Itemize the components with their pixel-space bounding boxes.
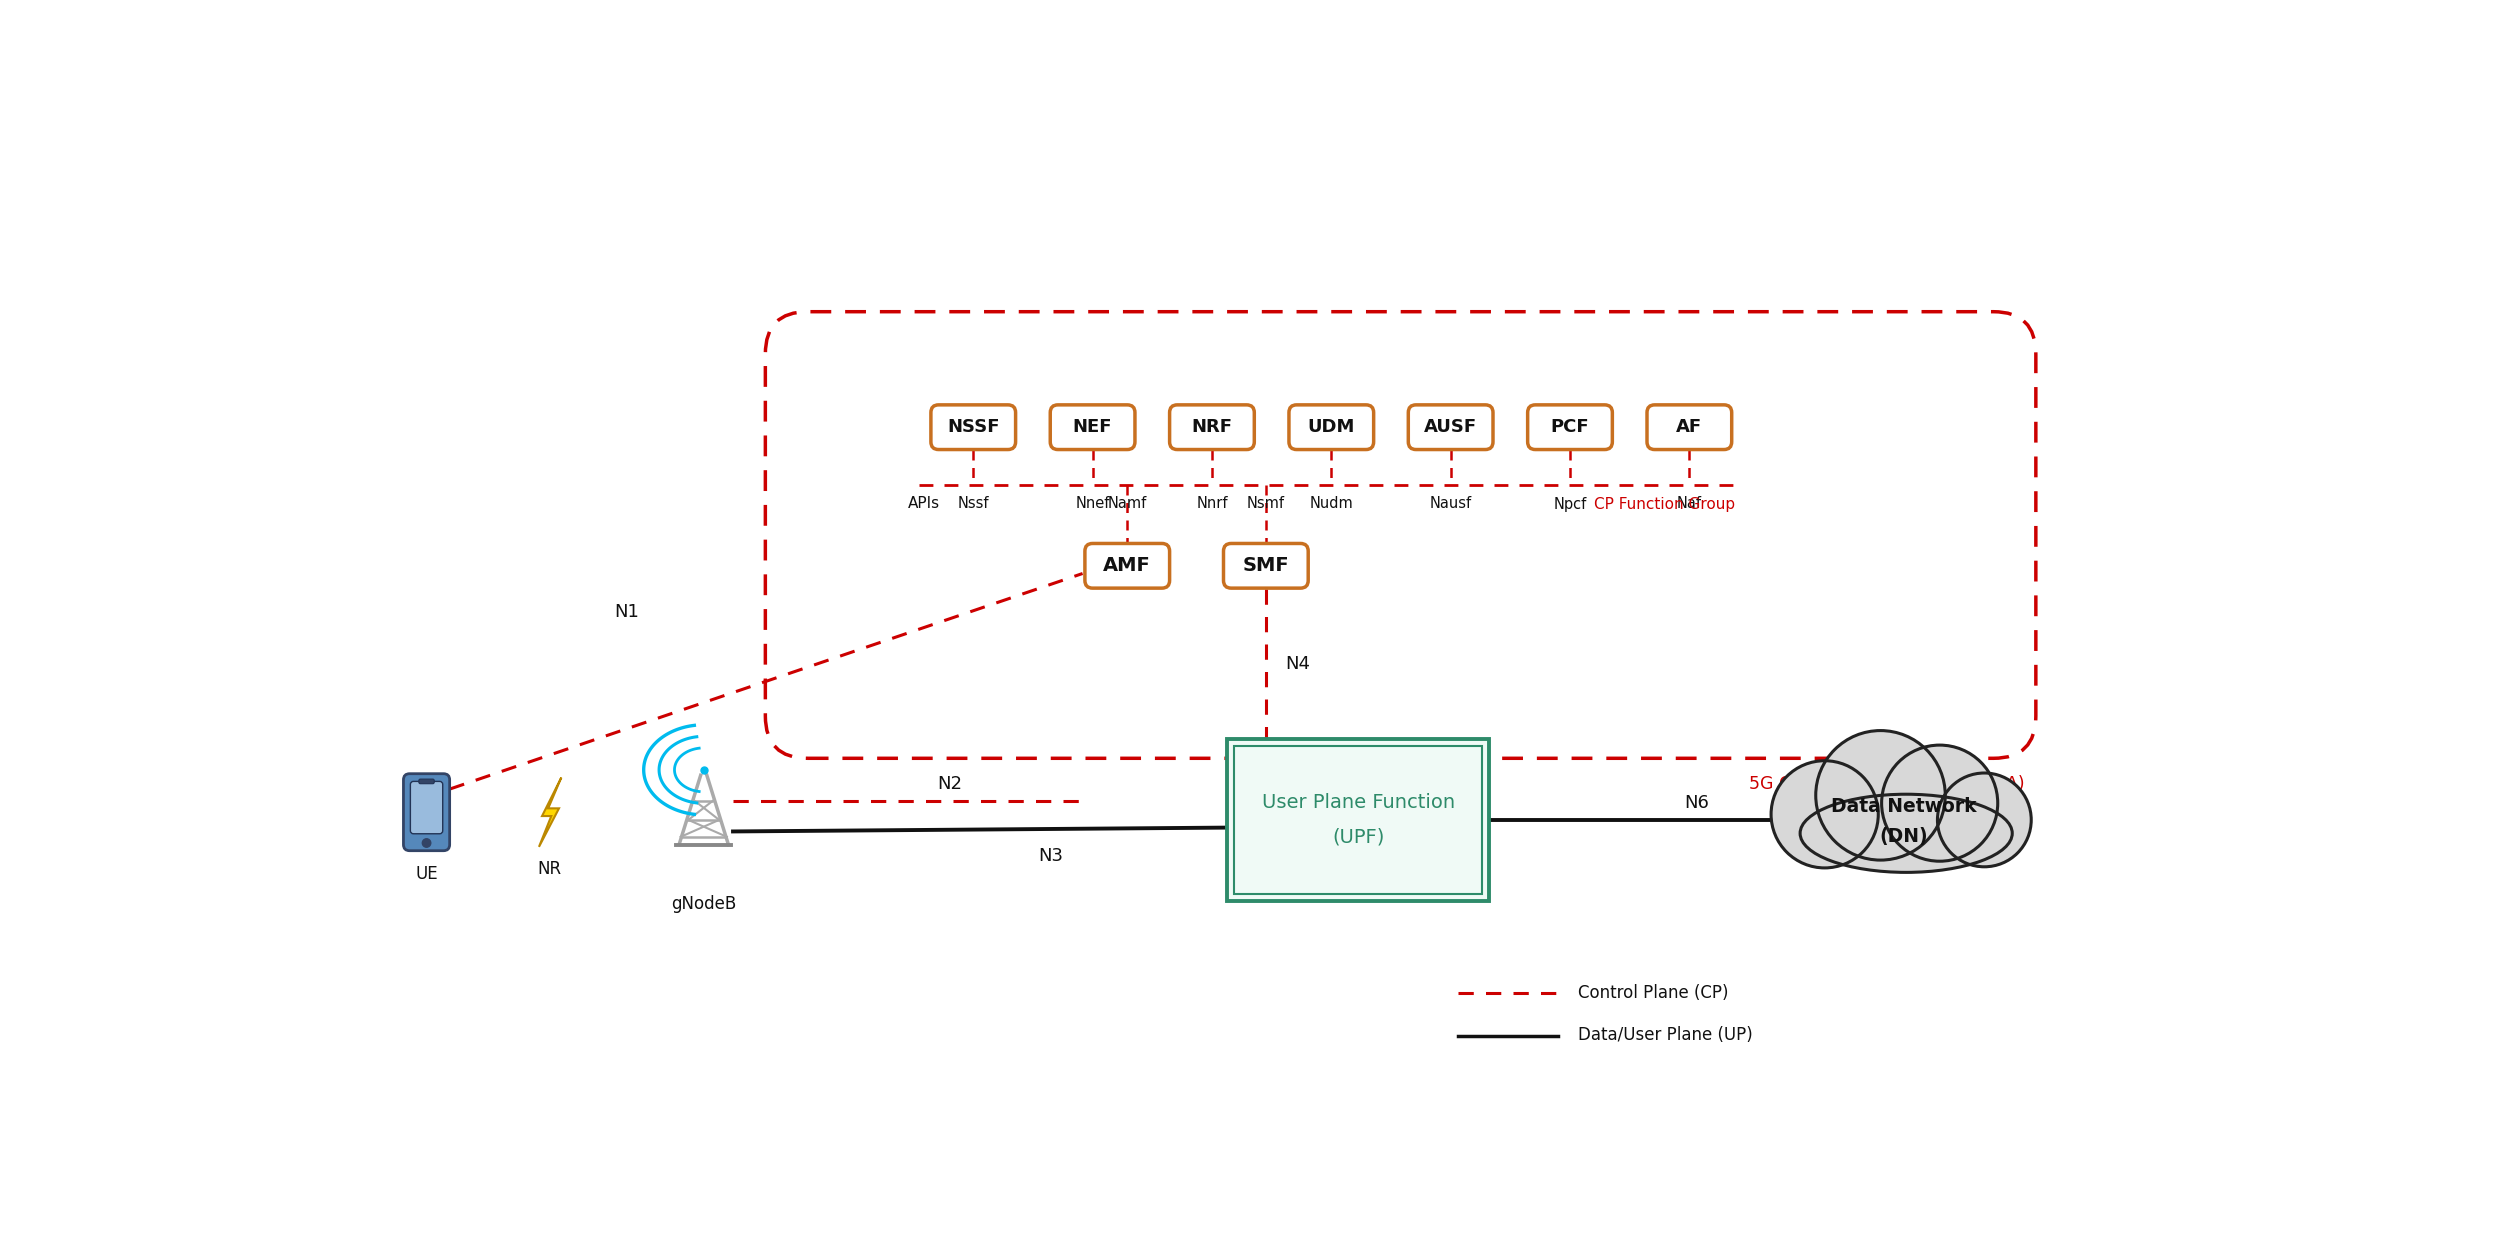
Text: Namf: Namf <box>1108 496 1148 511</box>
Text: Nnef: Nnef <box>1075 496 1110 511</box>
FancyBboxPatch shape <box>410 781 442 834</box>
FancyBboxPatch shape <box>402 774 450 851</box>
Text: NSSF: NSSF <box>948 419 1000 436</box>
FancyBboxPatch shape <box>930 405 1015 450</box>
Text: 5G Core Network (5GC/5G SBA): 5G Core Network (5GC/5G SBA) <box>1748 775 2025 794</box>
Circle shape <box>422 839 430 848</box>
Circle shape <box>1815 730 1945 860</box>
Text: Nsmf: Nsmf <box>1248 496 1285 511</box>
Text: N6: N6 <box>1685 794 1710 812</box>
Text: Nausf: Nausf <box>1430 496 1472 511</box>
Text: N4: N4 <box>1285 655 1310 672</box>
Text: CP Function Group: CP Function Group <box>1595 496 1735 511</box>
Text: Npcf: Npcf <box>1552 496 1588 511</box>
FancyBboxPatch shape <box>420 779 435 784</box>
Text: N1: N1 <box>615 602 640 621</box>
FancyBboxPatch shape <box>1170 405 1255 450</box>
Text: NEF: NEF <box>1072 419 1112 436</box>
Text: Nudm: Nudm <box>1310 496 1352 511</box>
Text: Data/User Plane (UP): Data/User Plane (UP) <box>1578 1026 1752 1045</box>
Polygon shape <box>540 778 562 846</box>
Text: NR: NR <box>538 860 562 877</box>
Text: NRF: NRF <box>1192 419 1232 436</box>
FancyBboxPatch shape <box>1222 544 1308 589</box>
Text: Naf: Naf <box>1678 496 1702 511</box>
Text: UE: UE <box>415 865 437 882</box>
Text: AUSF: AUSF <box>1425 419 1477 436</box>
Text: Control Plane (CP): Control Plane (CP) <box>1578 984 1727 1002</box>
FancyBboxPatch shape <box>1648 405 1732 450</box>
FancyBboxPatch shape <box>1290 405 1372 450</box>
Circle shape <box>1938 772 2030 866</box>
Text: APIs: APIs <box>908 496 940 511</box>
Text: N3: N3 <box>1038 846 1062 865</box>
Text: (UPF): (UPF) <box>1332 828 1385 846</box>
Text: UDM: UDM <box>1308 419 1355 436</box>
FancyBboxPatch shape <box>1228 739 1490 901</box>
Text: SMF: SMF <box>1242 556 1290 575</box>
Text: (DN): (DN) <box>1880 828 1928 846</box>
Text: Data Network: Data Network <box>1830 796 1975 815</box>
FancyBboxPatch shape <box>1085 544 1170 589</box>
Text: PCF: PCF <box>1550 419 1590 436</box>
FancyBboxPatch shape <box>1528 405 1612 450</box>
Text: User Plane Function: User Plane Function <box>1262 794 1455 812</box>
Circle shape <box>1882 745 1998 861</box>
Text: N2: N2 <box>938 775 962 792</box>
Text: gNodeB: gNodeB <box>670 895 737 914</box>
FancyBboxPatch shape <box>1407 405 1492 450</box>
Ellipse shape <box>1800 794 2013 872</box>
Text: AF: AF <box>1678 419 1702 436</box>
Circle shape <box>1770 761 1878 868</box>
FancyBboxPatch shape <box>1050 405 1135 450</box>
Text: AMF: AMF <box>1102 556 1150 575</box>
Text: Nssf: Nssf <box>958 496 990 511</box>
Text: Nnrf: Nnrf <box>1195 496 1228 511</box>
